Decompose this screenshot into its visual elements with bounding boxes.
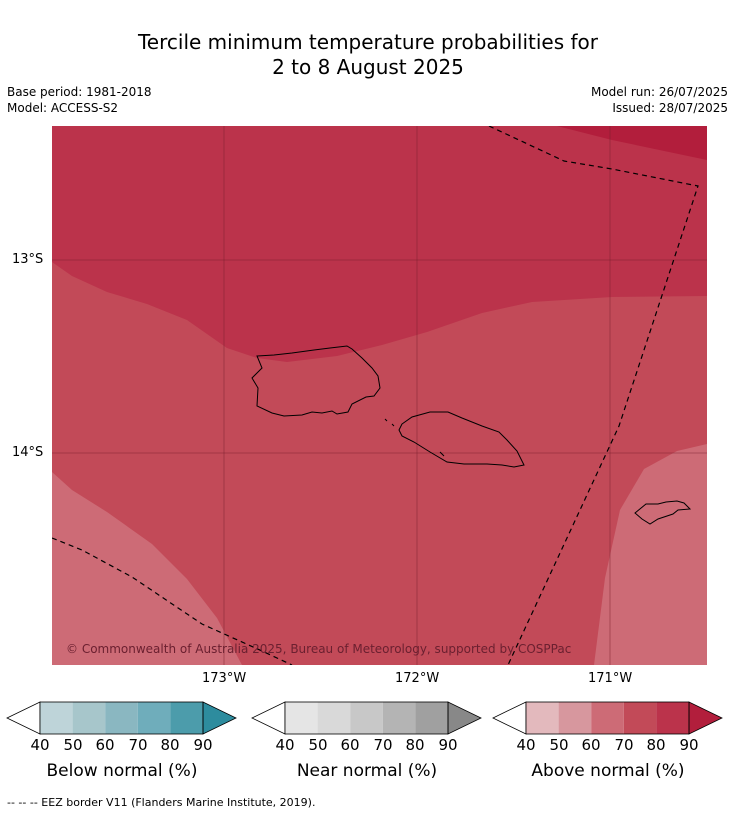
eez-border [52, 126, 699, 665]
near-normal-colorbar [251, 701, 482, 735]
meta-right: Model run: 26/07/2025 Issued: 28/07/2025 [591, 84, 728, 116]
small-islets [384, 418, 445, 457]
lat-label-13s: 13°S [12, 252, 44, 267]
colorbar-segment [382, 702, 416, 734]
savaii-island [251, 345, 381, 417]
colorbar-segment [591, 702, 624, 734]
tick: 70 [614, 736, 634, 754]
colorbar-outline [525, 701, 690, 735]
eez-border-east [488, 126, 699, 665]
probability-map[interactable]: © Commonwealth of Australia 2025, Bureau… [52, 126, 707, 665]
tick: 50 [549, 736, 569, 754]
tick: 50 [63, 736, 83, 754]
region-70-80 [52, 262, 707, 665]
lon-label-172w: 172°W [395, 671, 440, 686]
colorbar-segment [623, 702, 657, 734]
below-normal-colorbar [6, 701, 237, 735]
chart-title: Tercile minimum temperature probabilitie… [0, 30, 736, 80]
lon-label-171w: 171°W [588, 671, 633, 686]
colorbar-segment [137, 702, 171, 734]
title-line-1: Tercile minimum temperature probabilitie… [137, 30, 599, 54]
meta-left: Base period: 1981-2018 Model: ACCESS-S2 [7, 84, 152, 116]
lat-label-14s: 14°S [12, 445, 44, 460]
tutuila-island [634, 500, 692, 525]
tick: 60 [581, 736, 601, 754]
above-normal-colorbar [492, 701, 723, 735]
tick: 40 [30, 736, 50, 754]
tick: 80 [160, 736, 180, 754]
colorbar-segment [317, 702, 351, 734]
eez-border-southwest [52, 537, 293, 665]
colorbar-segment [170, 702, 203, 734]
colorbar-outline [39, 701, 204, 735]
tick: 90 [193, 736, 213, 754]
tick: 90 [438, 736, 458, 754]
colorbar-segment [285, 702, 318, 734]
region-90-plus [557, 126, 707, 160]
coastlines [251, 345, 692, 525]
colorbar-high-arrow [447, 701, 482, 735]
lon-label-173w: 173°W [202, 671, 247, 686]
region-60-70-west [52, 472, 242, 665]
tick: 60 [340, 736, 360, 754]
colorbar-segment [656, 702, 689, 734]
tick: 80 [405, 736, 425, 754]
tick: 80 [646, 736, 666, 754]
copyright-notice: © Commonwealth of Australia 2025, Bureau… [66, 642, 571, 656]
colorbar-high-arrow [202, 701, 237, 735]
colorbar-segment [105, 702, 138, 734]
tick: 70 [128, 736, 148, 754]
eez-footnote: -- -- -- EEZ border V11 (Flanders Marine… [7, 796, 316, 809]
colorbar-segment [558, 702, 592, 734]
colorbar-segment [415, 702, 448, 734]
below-normal-label: Below normal (%) [46, 761, 198, 781]
upolu-island [398, 411, 525, 468]
base-period: Base period: 1981-2018 [7, 85, 152, 99]
above-normal-label: Above normal (%) [531, 761, 685, 781]
colorbar-low-arrow [251, 701, 286, 735]
title-line-2: 2 to 8 August 2025 [272, 55, 464, 79]
model-run: Model run: 26/07/2025 [590, 85, 728, 99]
tick: 60 [95, 736, 115, 754]
colorbar-segment [72, 702, 106, 734]
tick: 40 [275, 736, 295, 754]
colorbar-outline [284, 701, 449, 735]
colorbar-segment [526, 702, 559, 734]
tick: 70 [373, 736, 393, 754]
region-60-70-east [594, 444, 707, 665]
tick: 50 [308, 736, 328, 754]
near-normal-label: Near normal (%) [296, 761, 438, 781]
colorbar-high-arrow [688, 701, 723, 735]
colorbar-segment [40, 702, 73, 734]
graticule [52, 126, 707, 665]
issued-date: Issued: 28/07/2025 [612, 101, 728, 115]
colorbar-low-arrow [492, 701, 527, 735]
tick: 90 [679, 736, 699, 754]
colorbar-low-arrow [6, 701, 41, 735]
colorbar-segment [350, 702, 383, 734]
tick: 40 [516, 736, 536, 754]
model-name: Model: ACCESS-S2 [7, 101, 119, 115]
